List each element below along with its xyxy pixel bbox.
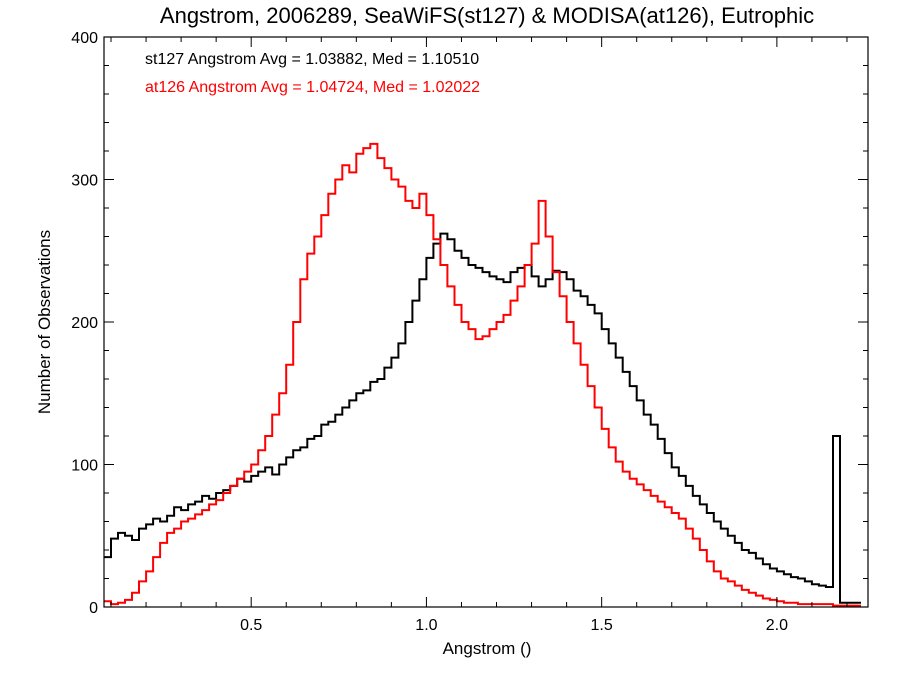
x-axis-label: Angstrom () [443,639,532,658]
y-tick-label: 400 [71,30,98,47]
series-layer [104,142,861,607]
x-tick-label: 2.0 [766,617,788,634]
x-tick-label: 1.0 [415,617,437,634]
y-tick-label: 200 [71,315,98,332]
plot-frame [103,36,869,608]
x-tick-label: 1.5 [591,617,613,634]
series-at126-line [104,142,861,607]
x-tick-label: 0.5 [240,617,262,634]
legend-entry-st127: st127 Angstrom Avg = 1.03882, Med = 1.10… [145,51,479,68]
tick-layer: 0.5 1.0 1.5 2.0 0 100 200 300 400 [71,30,868,634]
chart-title: Angstrom, 2006289, SeaWiFS(st127) & MODI… [160,3,814,28]
series-st127-line [104,232,861,604]
y-tick-label: 0 [89,600,98,617]
legend-entry-at126: at126 Angstrom Avg = 1.04724, Med = 1.02… [145,79,480,96]
y-tick-label: 100 [71,458,98,475]
y-axis-label: Number of Observations [35,230,54,414]
y-tick-label: 300 [71,173,98,190]
